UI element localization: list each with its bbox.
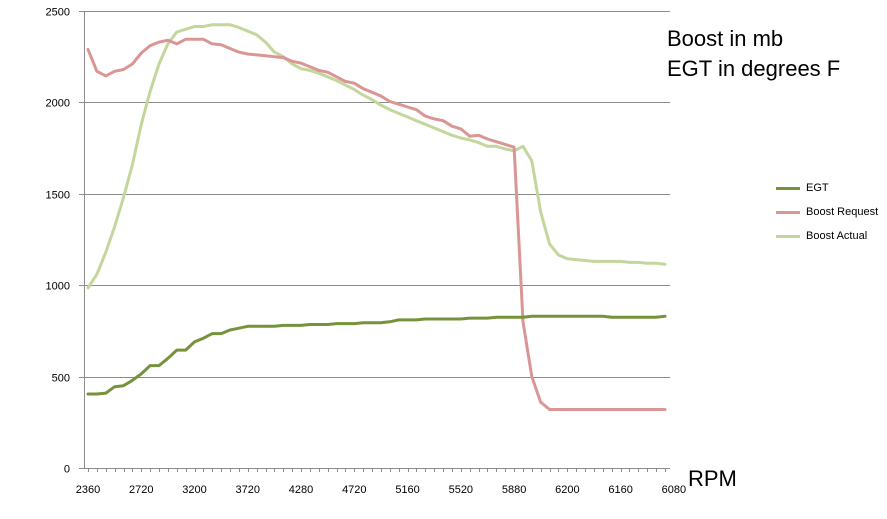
annotation-boost-unit: Boost in mb — [667, 26, 784, 51]
y-tick-label: 500 — [52, 373, 70, 385]
series-lines — [86, 23, 667, 411]
y-tick-label: 0 — [64, 464, 70, 476]
legend-item-boost-actual: Boost Actual — [776, 224, 886, 248]
y-tick-label: 1500 — [46, 190, 70, 202]
gridlines — [79, 11, 670, 469]
series-line-boost-actual — [86, 23, 667, 290]
x-tick-label: 3720 — [236, 484, 260, 496]
x-tick-label: 5880 — [502, 484, 526, 496]
x-tick-label: 6200 — [555, 484, 579, 496]
series-line-boost-request — [86, 37, 667, 411]
legend-label-boost-request: Boost Request — [806, 206, 879, 218]
legend-label-egt: EGT — [806, 182, 829, 194]
legend-label-boost-actual: Boost Actual — [806, 230, 868, 242]
legend-item-egt: EGT — [776, 176, 886, 200]
x-tick-label: 3200 — [182, 484, 206, 496]
legend: EGT Boost Request Boost Actual — [776, 176, 886, 248]
x-tick-label: 5520 — [449, 484, 473, 496]
annotation-egt-unit: EGT in degrees F — [667, 56, 841, 81]
legend-swatch-egt — [776, 186, 800, 190]
legend-swatch-boost-request — [776, 210, 800, 214]
x-tick-label: 2720 — [129, 484, 153, 496]
x-tick-label: 4280 — [289, 484, 313, 496]
y-tick-label: 2500 — [46, 7, 70, 19]
legend-item-boost-request: Boost Request — [776, 200, 886, 224]
series-line-egt — [86, 314, 667, 396]
y-tick-label: 1000 — [46, 281, 70, 293]
x-tick-label: 4720 — [342, 484, 366, 496]
y-tick-label: 2000 — [46, 98, 70, 110]
x-axis-title: RPM — [688, 466, 737, 491]
x-tick-label: 6080 — [662, 484, 686, 496]
x-tick-labels: 2360 2720 3200 3720 4280 4720 5160 5520 5880 6200… — [76, 484, 686, 496]
x-tick-label: 2360 — [76, 484, 100, 496]
x-tick-label: 6160 — [608, 484, 632, 496]
y-tick-labels: 0 500 1000 1500 2000 2500 — [46, 7, 70, 476]
x-tick-label: 5160 — [395, 484, 419, 496]
legend-swatch-boost-actual — [776, 234, 800, 238]
axes — [84, 11, 670, 472]
